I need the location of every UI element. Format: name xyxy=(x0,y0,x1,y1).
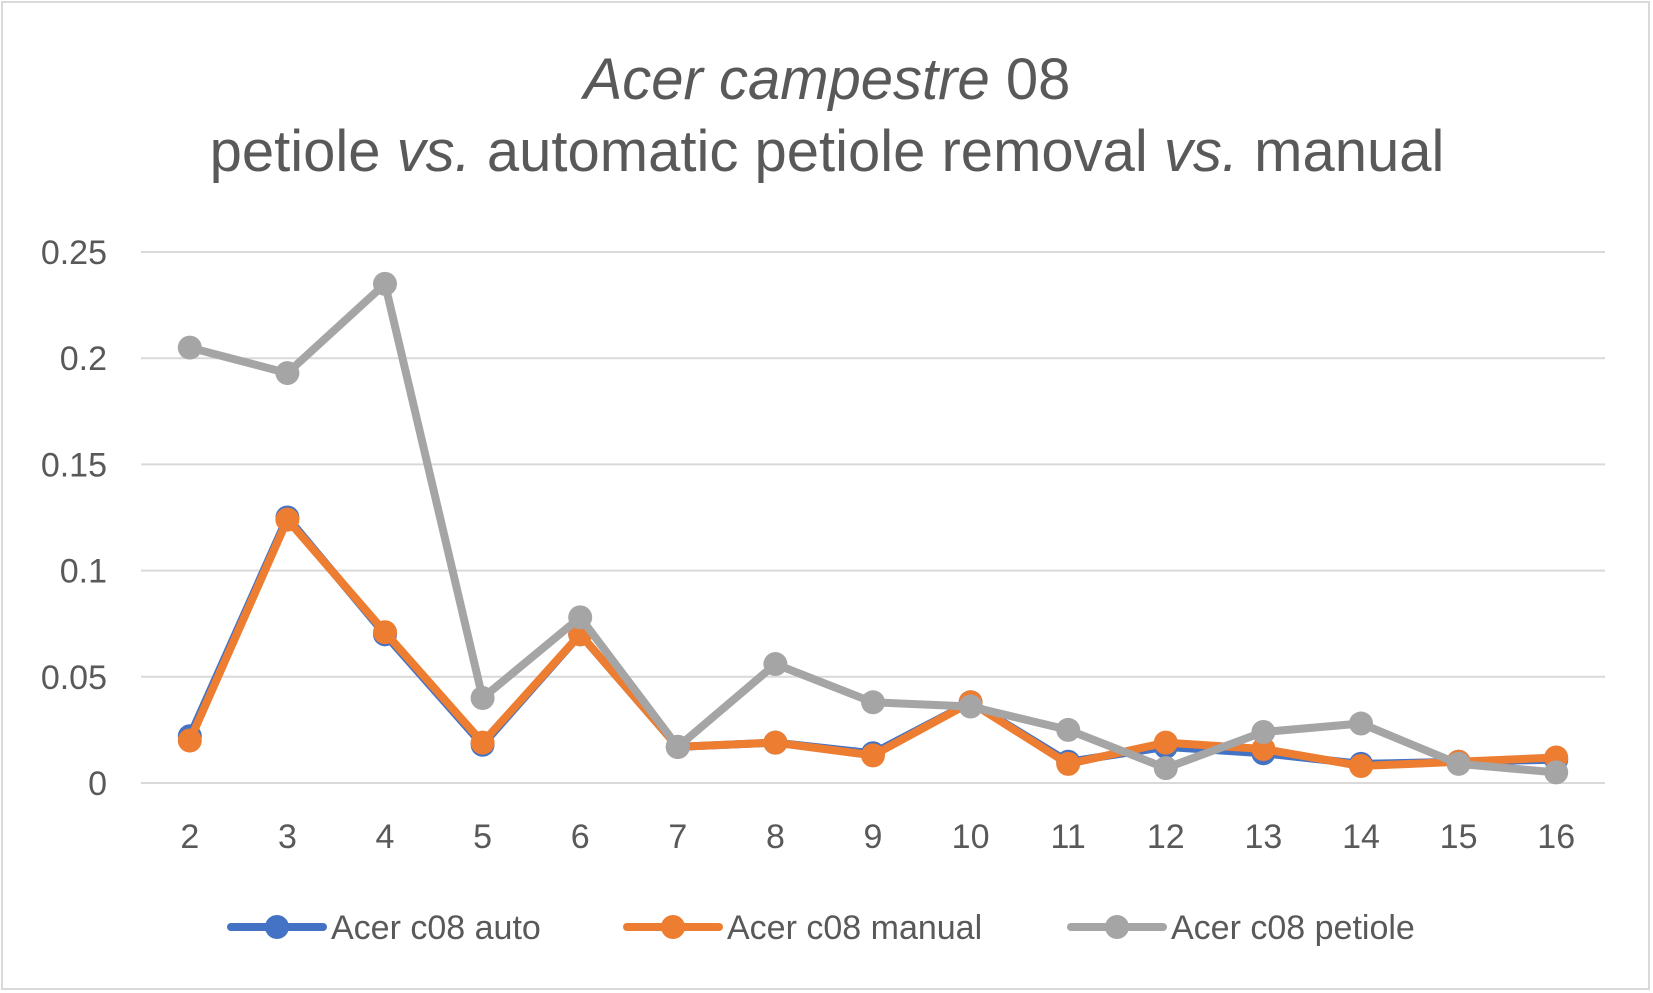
x-tick-label: 9 xyxy=(864,818,883,856)
x-tick-label: 6 xyxy=(571,818,590,856)
legend-label: Acer c08 manual xyxy=(727,909,982,947)
x-tick-label: 15 xyxy=(1440,818,1478,856)
y-tick-label: 0.05 xyxy=(41,659,107,697)
x-tick-label: 5 xyxy=(473,818,492,856)
data-point xyxy=(763,730,788,755)
data-point xyxy=(665,734,690,759)
x-tick-label: 10 xyxy=(952,818,990,856)
data-point xyxy=(1349,754,1373,779)
data-point xyxy=(763,652,788,677)
data-point xyxy=(470,730,495,755)
series-layer xyxy=(177,271,1569,785)
chart-title-line-2: petiole vs. automatic petiole removal vs… xyxy=(210,119,1445,184)
data-point xyxy=(1056,717,1081,742)
x-tick-label: 7 xyxy=(668,818,687,856)
x-tick-label: 4 xyxy=(376,818,395,856)
chart-title-part: vs. xyxy=(1164,119,1238,184)
y-tick-label: 0.25 xyxy=(41,234,107,272)
y-tick-label: 0 xyxy=(88,765,107,803)
chart-title-part: petiole xyxy=(210,119,397,184)
data-point xyxy=(1056,751,1081,776)
chart-title-part: vs. xyxy=(397,119,471,184)
x-tick-label: 11 xyxy=(1051,818,1086,856)
legend-item: Acer c08 auto xyxy=(227,909,541,947)
data-point xyxy=(1153,756,1178,781)
legend-swatch-marker xyxy=(1105,915,1129,939)
x-tick-label: 8 xyxy=(766,818,785,856)
data-point xyxy=(861,743,885,768)
y-tick-label: 0.1 xyxy=(60,553,107,591)
legend: Acer c08 auto Acer c08 manual Acer c08 pet… xyxy=(227,909,1415,947)
data-point xyxy=(1153,730,1178,755)
data-point xyxy=(1446,751,1471,776)
data-point xyxy=(373,620,397,645)
chart-title-part: manual xyxy=(1238,119,1444,184)
x-tick-label: 14 xyxy=(1342,818,1380,856)
x-tick-label: 16 xyxy=(1537,818,1575,856)
data-point xyxy=(275,361,300,386)
gridlines xyxy=(141,251,1605,784)
data-point xyxy=(373,271,397,296)
y-tick-label: 0.15 xyxy=(41,446,107,484)
chart-title-line-1: Acer campestre 08 xyxy=(581,47,1071,112)
data-point xyxy=(470,686,495,711)
data-point xyxy=(1544,760,1569,785)
legend-item: Acer c08 manual xyxy=(623,909,982,947)
data-point xyxy=(958,694,983,719)
line-chart: Acer campestre 08 petiole vs. automatic … xyxy=(41,47,1605,947)
legend-label: Acer c08 petiole xyxy=(1171,909,1415,947)
series-acer-c08-manual xyxy=(177,507,1569,779)
legend-label: Acer c08 auto xyxy=(331,909,541,947)
data-point xyxy=(861,690,885,715)
x-tick-label: 2 xyxy=(180,818,199,856)
legend-swatch-marker xyxy=(265,915,289,939)
data-point xyxy=(1251,720,1276,745)
x-axis-ticks: 2 3 4 5 6 7 8 9 10 11 12 13 14 15 16 xyxy=(180,818,1575,856)
data-point xyxy=(1349,711,1373,736)
chart-title-part: automatic petiole removal xyxy=(471,119,1164,184)
y-tick-label: 0.2 xyxy=(60,340,107,378)
data-point xyxy=(177,728,202,753)
data-point xyxy=(275,507,300,532)
data-point xyxy=(568,605,593,630)
x-tick-label: 3 xyxy=(278,818,297,856)
y-axis-ticks: 0 0.05 0.1 0.15 0.2 0.25 xyxy=(41,234,107,803)
chart-title-species: Acer campestre xyxy=(581,47,990,112)
series-acer-c08-petiole xyxy=(177,271,1569,785)
chart-title-specimen: 08 xyxy=(990,47,1071,112)
data-point xyxy=(177,335,202,360)
x-tick-label: 13 xyxy=(1244,818,1282,856)
x-tick-label: 12 xyxy=(1147,818,1185,856)
legend-item: Acer c08 petiole xyxy=(1067,909,1415,947)
data-point xyxy=(1251,737,1276,762)
legend-swatch-marker xyxy=(661,915,685,939)
